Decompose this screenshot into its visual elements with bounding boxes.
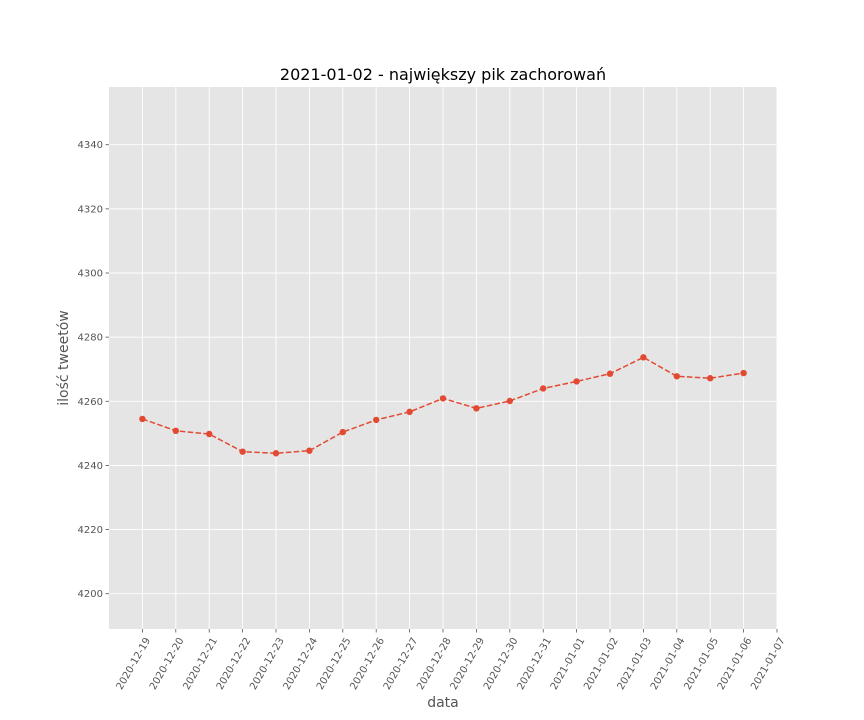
data-point	[439, 395, 447, 402]
y-tick-label: 4300	[78, 269, 103, 280]
chart-title: 2021-01-02 - największy pik zachorowań	[280, 65, 606, 84]
x-tick-label: 2020-12-23	[248, 636, 287, 692]
x-tick-label: 2021-01-06	[716, 636, 755, 692]
x-tick-label: 2021-01-05	[682, 636, 721, 692]
y-tick-label: 4200	[78, 589, 103, 600]
x-tick-label: 2020-12-27	[382, 636, 421, 692]
x-tick-label: 2020-12-25	[315, 636, 354, 692]
data-point	[206, 430, 213, 438]
data-point	[673, 373, 680, 380]
y-tick-label: 4240	[78, 461, 103, 472]
x-tick-label: 2020-12-21	[181, 636, 220, 692]
x-tick-label: 2021-01-01	[549, 636, 588, 692]
data-point	[272, 450, 280, 457]
y-tick-label: 4280	[78, 333, 103, 344]
x-tick-label: 2020-12-19	[115, 636, 154, 692]
x-axis-label: data	[427, 695, 459, 711]
y-tick-label: 4260	[78, 397, 103, 408]
x-tick-label: 2020-12-26	[348, 636, 387, 692]
x-tick-label: 2021-01-03	[616, 636, 655, 692]
x-tick-label: 2020-12-31	[515, 636, 554, 692]
data-point	[573, 378, 580, 385]
data-point	[239, 448, 246, 455]
x-tick-label: 2021-01-02	[582, 636, 621, 692]
data-point	[506, 397, 513, 405]
data-point	[139, 415, 146, 423]
data-point	[740, 369, 747, 377]
data-point	[640, 354, 647, 361]
y-tick-label: 4220	[78, 525, 103, 536]
x-tick-label: 2020-12-29	[449, 636, 488, 692]
y-tick-label: 4320	[78, 204, 103, 215]
x-axis-ticks: 2020-12-192020-12-202020-12-212020-12-22…	[115, 629, 788, 692]
data-point	[172, 427, 179, 435]
grid-lines	[109, 87, 778, 629]
y-tick-label: 4340	[78, 140, 103, 151]
x-tick-label: 2020-12-28	[415, 636, 454, 692]
x-tick-label: 2021-01-07	[749, 636, 788, 692]
data-point	[406, 408, 413, 416]
data-point	[606, 370, 614, 377]
x-tick-label: 2020-12-22	[215, 636, 254, 692]
data-point	[473, 405, 480, 412]
x-tick-label: 2021-01-04	[649, 636, 688, 692]
series-group	[139, 354, 747, 457]
x-tick-label: 2020-12-30	[482, 636, 521, 692]
data-point	[540, 385, 547, 392]
data-point	[306, 447, 313, 454]
data-point	[339, 428, 346, 436]
y-axis-ticks: 4200 4220 4240 4260 4280 4300 4320 4340	[78, 140, 109, 600]
x-tick-label: 2020-12-24	[282, 636, 321, 692]
data-point	[373, 416, 380, 424]
y-axis-label: ilość tweetów	[56, 310, 72, 405]
data-point	[707, 375, 714, 382]
x-tick-label: 2020-12-20	[148, 636, 187, 692]
